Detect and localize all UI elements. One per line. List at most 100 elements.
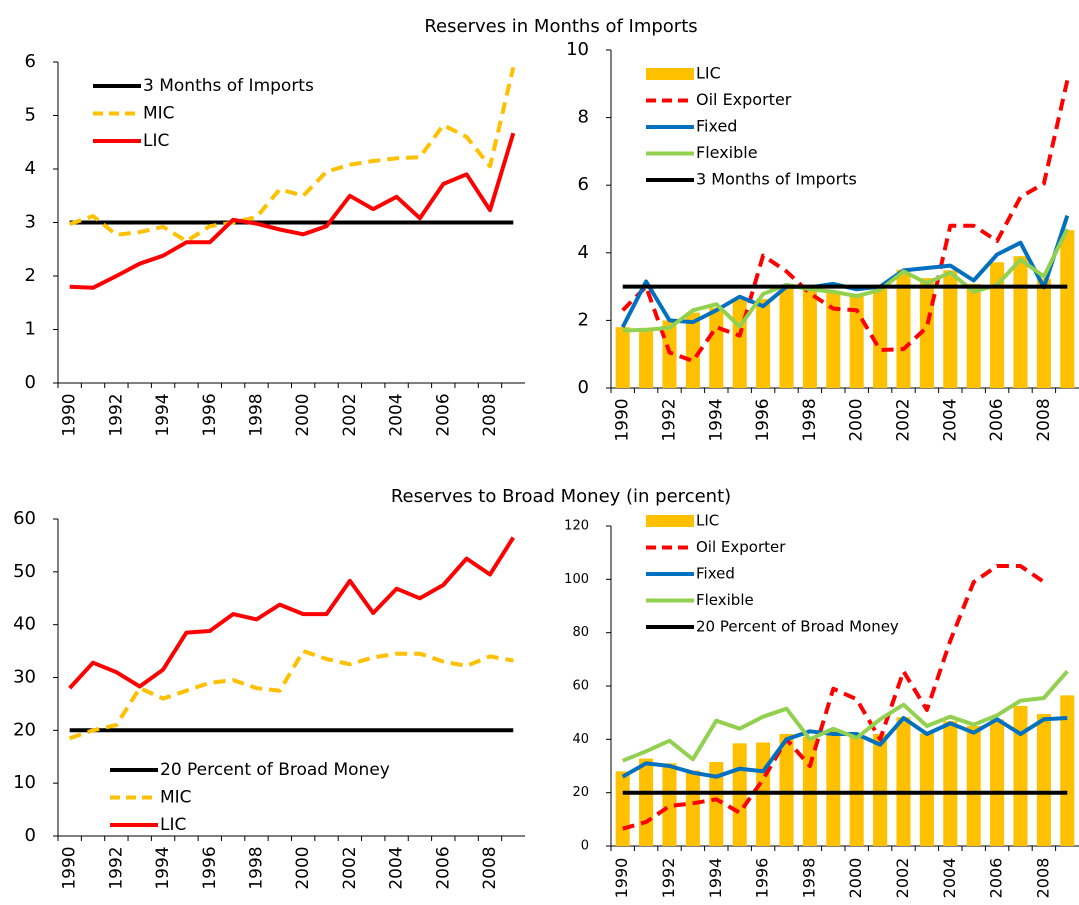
y-tick-label: 40 — [13, 614, 36, 635]
x-tick-label: 1990 — [60, 846, 80, 889]
y-tick-label: 4 — [25, 158, 36, 179]
bar — [873, 734, 888, 846]
x-tick-label: 2004 — [387, 846, 407, 889]
y-tick-label: 80 — [572, 625, 589, 640]
y-tick-label: 20 — [572, 785, 589, 800]
bar — [662, 763, 677, 846]
x-tick-label: 1996 — [200, 846, 220, 889]
y-tick-label: 100 — [564, 572, 589, 587]
y-tick-label: 40 — [572, 732, 589, 747]
x-tick-label: 2000 — [293, 846, 313, 889]
x-tick-label: 2000 — [846, 858, 865, 899]
bar — [1036, 278, 1051, 388]
x-tick-label: 1994 — [153, 846, 173, 889]
y-tick-label: 1 — [25, 319, 36, 340]
bar — [943, 721, 958, 846]
x-tick-label: 2002 — [340, 393, 360, 436]
y-tick-label: 2 — [578, 309, 589, 330]
y-tick-label: 0 — [578, 377, 589, 398]
line — [69, 649, 514, 741]
legend-label: LIC — [696, 512, 719, 530]
bar — [709, 762, 724, 846]
legend-label: Fixed — [696, 565, 735, 583]
bar — [639, 758, 654, 846]
legend-label: 20 Percent of Broad Money — [696, 618, 899, 636]
x-tick-label: 2002 — [340, 846, 360, 889]
x-tick-label: 1996 — [753, 858, 772, 899]
bar — [919, 278, 934, 388]
chart-title: Reserves to Broad Money (in percent) — [391, 486, 731, 507]
line — [622, 564, 1046, 831]
x-tick-label: 2006 — [433, 393, 453, 436]
legend-label: 20 Percent of Broad Money — [160, 760, 390, 780]
bar — [1013, 256, 1028, 388]
bar — [1036, 714, 1051, 846]
bar — [615, 327, 630, 388]
legend-label: LIC — [696, 64, 721, 83]
x-tick-label: 1992 — [106, 846, 126, 889]
bar — [873, 288, 888, 388]
y-tick-label: 8 — [578, 107, 589, 128]
x-tick-label: 2002 — [894, 398, 914, 441]
x-tick-label: 1996 — [753, 398, 773, 441]
bar — [919, 733, 934, 846]
line — [621, 669, 1069, 763]
x-tick-label: 2008 — [1033, 858, 1052, 899]
y-tick-label: 10 — [566, 39, 589, 60]
bar — [1060, 695, 1075, 846]
y-tick-label: 60 — [572, 679, 589, 694]
bar — [990, 262, 1005, 388]
x-tick-label: 1998 — [800, 398, 820, 441]
bar — [943, 270, 958, 388]
legend-label: 3 Months of Imports — [696, 170, 857, 189]
x-tick-label: 2004 — [940, 858, 959, 899]
x-tick-label: 1998 — [246, 846, 266, 889]
y-tick-label: 20 — [13, 719, 36, 740]
x-tick-label: 1992 — [660, 398, 680, 441]
legend-label: MIC — [143, 104, 175, 124]
bar — [966, 726, 981, 846]
bar — [966, 283, 981, 388]
x-tick-label: 2008 — [1034, 398, 1054, 441]
bar — [896, 269, 911, 388]
y-tick-label: 0 — [581, 839, 589, 854]
bar — [756, 299, 771, 388]
bar — [709, 307, 724, 388]
x-tick-label: 1990 — [60, 393, 80, 436]
legend-label: Flexible — [696, 143, 758, 162]
x-tick-label: 2004 — [387, 393, 407, 436]
x-tick-label: 1998 — [246, 393, 266, 436]
y-tick-label: 0 — [25, 372, 36, 393]
x-tick-label: 2000 — [847, 398, 867, 441]
bar — [802, 287, 817, 388]
legend-label: MIC — [160, 788, 192, 808]
x-tick-label: 1992 — [659, 858, 678, 899]
bar — [779, 734, 794, 846]
bar — [685, 770, 700, 846]
bar — [1060, 230, 1075, 388]
x-tick-label: 1998 — [799, 858, 818, 899]
x-tick-label: 2000 — [293, 393, 313, 436]
bar — [639, 327, 654, 388]
x-tick-label: 2006 — [987, 858, 1006, 899]
y-tick-label: 30 — [13, 667, 36, 688]
bar — [849, 734, 864, 846]
x-tick-label: 2008 — [480, 393, 500, 436]
y-tick-label: 3 — [25, 212, 36, 233]
bar — [826, 729, 841, 846]
bar — [615, 771, 630, 846]
bar — [779, 284, 794, 388]
legend-label: 3 Months of Imports — [143, 76, 314, 96]
x-tick-label: 2008 — [480, 846, 500, 889]
y-tick-label: 120 — [564, 519, 589, 534]
x-tick-label: 2006 — [987, 398, 1007, 441]
y-tick-label: 5 — [25, 105, 36, 126]
line — [68, 536, 515, 690]
bar — [896, 717, 911, 846]
x-tick-label: 1996 — [200, 393, 220, 436]
bar — [826, 290, 841, 388]
x-tick-label: 2002 — [893, 858, 912, 899]
legend-label: Flexible — [696, 591, 754, 609]
line — [621, 79, 1070, 363]
